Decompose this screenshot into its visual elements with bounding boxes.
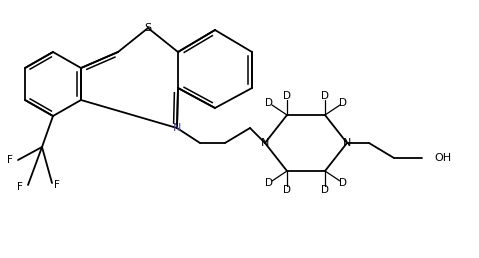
Text: F: F — [7, 155, 13, 165]
Text: S: S — [145, 23, 151, 33]
Text: N: N — [173, 123, 181, 133]
Text: F: F — [54, 180, 60, 190]
Text: D: D — [321, 91, 329, 101]
Text: D: D — [283, 185, 291, 195]
Text: D: D — [321, 185, 329, 195]
Text: D: D — [265, 98, 273, 108]
Text: D: D — [339, 178, 347, 188]
Text: N: N — [261, 138, 269, 148]
Text: F: F — [17, 182, 23, 192]
Text: N: N — [343, 138, 351, 148]
Text: OH: OH — [434, 153, 451, 163]
Text: D: D — [283, 91, 291, 101]
Text: D: D — [339, 98, 347, 108]
Text: D: D — [265, 178, 273, 188]
